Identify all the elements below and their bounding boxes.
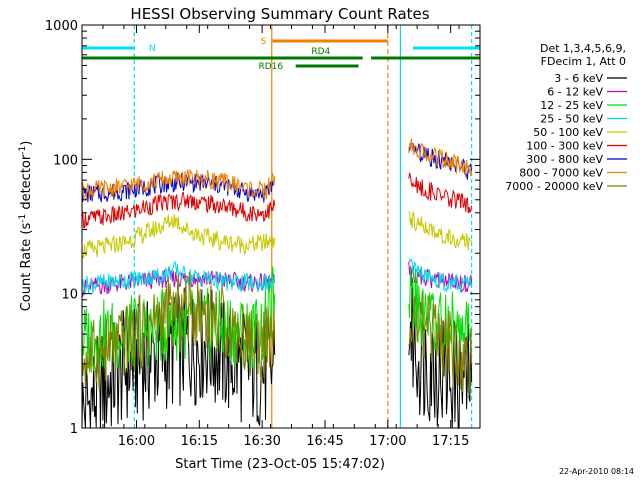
legend-entry-3: 25 - 50 keV (540, 113, 603, 126)
chart-title: HESSI Observing Summary Count Rates (130, 5, 429, 23)
plot-frame (81, 24, 481, 429)
series-line-6-part-1 (408, 143, 473, 180)
x-axis-label: Start Time (23-Oct-05 15:47:02) (175, 457, 385, 472)
legend-entry-0: 3 - 6 keV (554, 72, 603, 85)
series-line-4-part-1 (408, 210, 473, 251)
series-line-4-part-0 (81, 214, 276, 259)
legend-entry-5: 100 - 300 keV (526, 140, 603, 153)
x-tick-label-5: 17:15 (432, 434, 469, 449)
legend-entry-1: 6 - 12 keV (547, 86, 603, 99)
series-line-7-part-0 (81, 169, 276, 202)
plot-area: N S RD4 RD16 (81, 25, 480, 430)
x-tick-label-1: 16:15 (181, 434, 218, 449)
legend-entry-2: 12 - 25 keV (540, 99, 603, 112)
series-line-8-part-0 (81, 271, 276, 392)
legend-header-1: FDecim 1, Att 0 (541, 55, 626, 68)
legend-header-0: Det 1,3,4,5,6,9, (540, 42, 626, 55)
axes: 16:00 16:15 16:30 16:45 17:00 17:15 1 10 100 1000 (45, 19, 481, 449)
x-tick-label-3: 16:45 (306, 434, 343, 449)
flag-label-rd16: RD16 (258, 62, 283, 72)
y-axis-label: Count Rate (s-1 detector-1) (18, 141, 34, 312)
footer-timestamp: 22-Apr-2010 08:14 (559, 467, 634, 476)
legend: Det 1,3,4,5,6,9,FDecim 1, Att 0 3 - 6 keV… (505, 42, 627, 193)
series-line-7-part-1 (408, 138, 473, 178)
x-tick-label-0: 16:00 (118, 434, 155, 449)
series-line-2-part-1 (408, 267, 473, 358)
flag-label-rd4: RD4 (311, 47, 330, 57)
y-tick-label-0: 1 (70, 422, 78, 437)
flag-label-n: N (149, 44, 156, 54)
y-tick-label-2: 100 (53, 153, 78, 168)
x-tick-label-2: 16:30 (243, 434, 280, 449)
series-line-5-part-0 (81, 191, 276, 229)
legend-entry-6: 300 - 800 keV (526, 153, 603, 166)
series-line-8-part-1 (408, 291, 473, 396)
x-tick-label-4: 17:00 (369, 434, 406, 449)
legend-entry-7: 800 - 7000 keV (519, 167, 603, 180)
y-tick-label-1: 10 (61, 288, 78, 303)
y-tick-label-3: 1000 (45, 19, 78, 34)
legend-entry-8: 7000 - 20000 keV (505, 180, 603, 193)
series-line-5-part-1 (408, 172, 473, 214)
flag-label-s: S (261, 37, 267, 47)
series-line-3-part-1 (408, 258, 473, 293)
legend-entry-4: 50 - 100 keV (533, 126, 603, 139)
